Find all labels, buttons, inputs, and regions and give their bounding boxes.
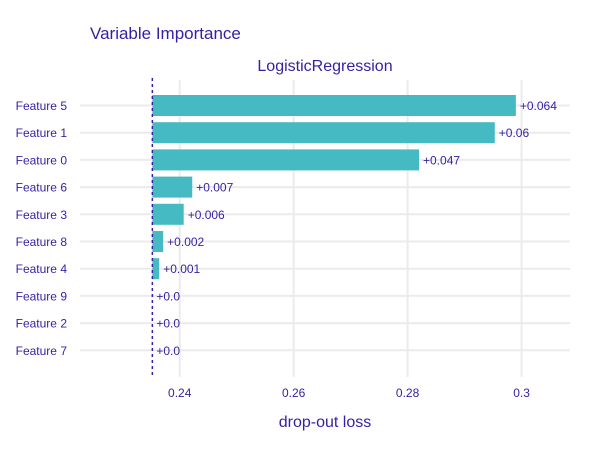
x-tick-label: 0.24 xyxy=(168,386,192,400)
category-label: Feature 2 xyxy=(16,317,68,331)
importance-bar xyxy=(152,149,420,171)
bar-value-label: +0.047 xyxy=(423,153,460,167)
bars-layer xyxy=(152,95,516,280)
category-label: Feature 9 xyxy=(16,289,68,303)
bar-value-label: +0.06 xyxy=(499,126,530,140)
x-tick-label: 0.28 xyxy=(396,386,420,400)
chart-title: Variable Importance xyxy=(90,24,241,43)
bar-value-label: +0.001 xyxy=(163,262,200,276)
labels-layer: +0.064 +0.06 +0.047 +0.007 +0.006 +0.002 +0.00… xyxy=(156,99,557,358)
importance-bar xyxy=(152,95,516,116)
category-label: Feature 3 xyxy=(16,208,68,222)
bar-value-label: +0.0 xyxy=(156,289,180,303)
category-label: Feature 4 xyxy=(16,262,68,276)
axis-layer: 0.24 0.26 0.28 0.3 Feature 5 Feature 1 Feature… xyxy=(16,99,531,400)
importance-bar xyxy=(152,176,193,198)
importance-bar xyxy=(152,231,164,252)
category-label: Feature 1 xyxy=(16,126,68,140)
category-label: Feature 8 xyxy=(16,235,68,249)
x-axis-title: drop-out loss xyxy=(279,414,372,431)
category-label: Feature 6 xyxy=(16,181,68,195)
bar-value-label: +0.007 xyxy=(196,181,233,195)
x-tick-label: 0.3 xyxy=(513,386,530,400)
category-label: Feature 5 xyxy=(16,99,68,113)
importance-bar xyxy=(152,122,495,144)
bar-value-label: +0.064 xyxy=(520,99,557,113)
x-tick-label: 0.26 xyxy=(282,386,306,400)
category-label: Feature 0 xyxy=(16,153,68,167)
bar-value-label: +0.0 xyxy=(156,317,180,331)
bar-value-label: +0.002 xyxy=(167,235,204,249)
bar-value-label: +0.006 xyxy=(188,208,225,222)
importance-bar xyxy=(152,203,184,225)
bar-value-label: +0.0 xyxy=(156,344,180,358)
chart-subtitle: LogisticRegression xyxy=(257,58,392,75)
category-label: Feature 7 xyxy=(16,344,68,358)
importance-bar xyxy=(152,258,160,280)
